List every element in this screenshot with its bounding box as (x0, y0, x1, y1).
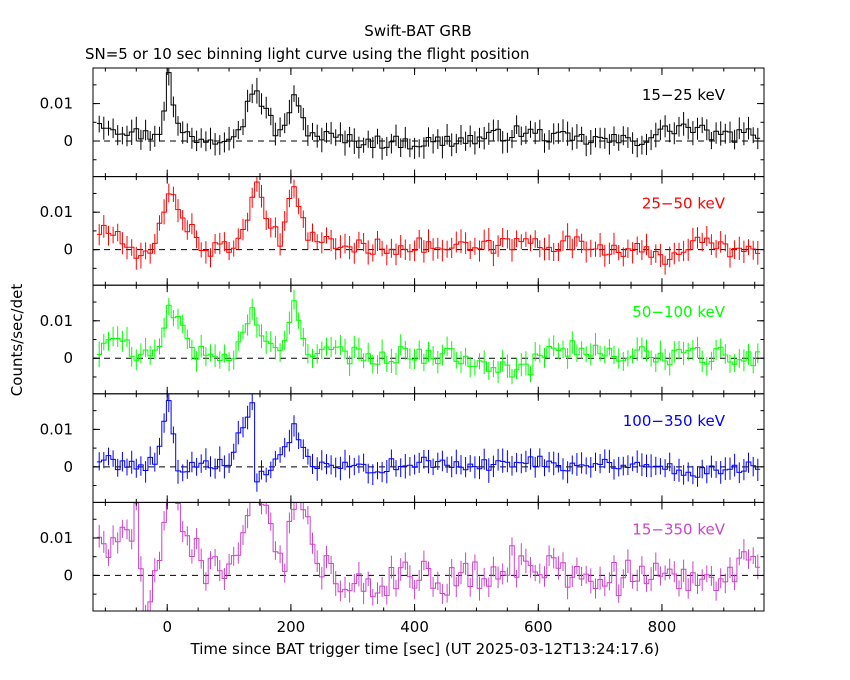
band-label: 25−50 keV (642, 195, 726, 213)
light-curve-1 (96, 181, 761, 265)
y-tick-label: 0.01 (40, 529, 73, 547)
x-tick-label: 400 (400, 618, 429, 636)
panel-data-layer (93, 289, 764, 385)
y-tick-label: 0.01 (40, 312, 73, 330)
panel-data-layer (93, 68, 764, 160)
chart-subtitle: SN=5 or 10 sec binning light curve using… (85, 45, 530, 63)
band-label: 15−350 keV (632, 520, 725, 538)
chart-title: Swift-BAT GRB (364, 22, 471, 40)
light-curve-0 (96, 72, 761, 150)
y-tick-label: 0 (63, 132, 73, 150)
light-curve-4 (96, 502, 761, 611)
panel-data-layer (93, 393, 764, 492)
y-tick-label: 0 (63, 458, 73, 476)
y-tick-label: 0.01 (40, 95, 73, 113)
light-curve-2 (96, 300, 761, 378)
light-curve-3 (96, 400, 761, 483)
panel-data-layer (93, 176, 764, 275)
panel-data-layer (93, 502, 764, 611)
y-tick-label: 0 (63, 241, 73, 259)
y-axis-label: Counts/sec/det (8, 284, 26, 397)
y-tick-label: 0 (63, 349, 73, 367)
y-tick-label: 0 (63, 566, 73, 584)
x-tick-label: 800 (648, 618, 677, 636)
x-tick-label: 200 (277, 618, 306, 636)
y-tick-label: 0.01 (40, 203, 73, 221)
band-label: 100−350 keV (623, 412, 726, 430)
x-tick-label: 600 (524, 618, 553, 636)
band-label: 15−25 keV (642, 86, 726, 104)
panels-group: 0 0.01 15−25 keV 0 0.01 25−50 keV 0 0.01 50−100 … (40, 67, 765, 636)
y-tick-label: 0.01 (40, 420, 73, 438)
band-label: 50−100 keV (632, 303, 725, 321)
x-tick-label: 0 (162, 618, 172, 636)
x-axis-label: Time since BAT trigger time [sec] (UT 20… (190, 640, 660, 658)
